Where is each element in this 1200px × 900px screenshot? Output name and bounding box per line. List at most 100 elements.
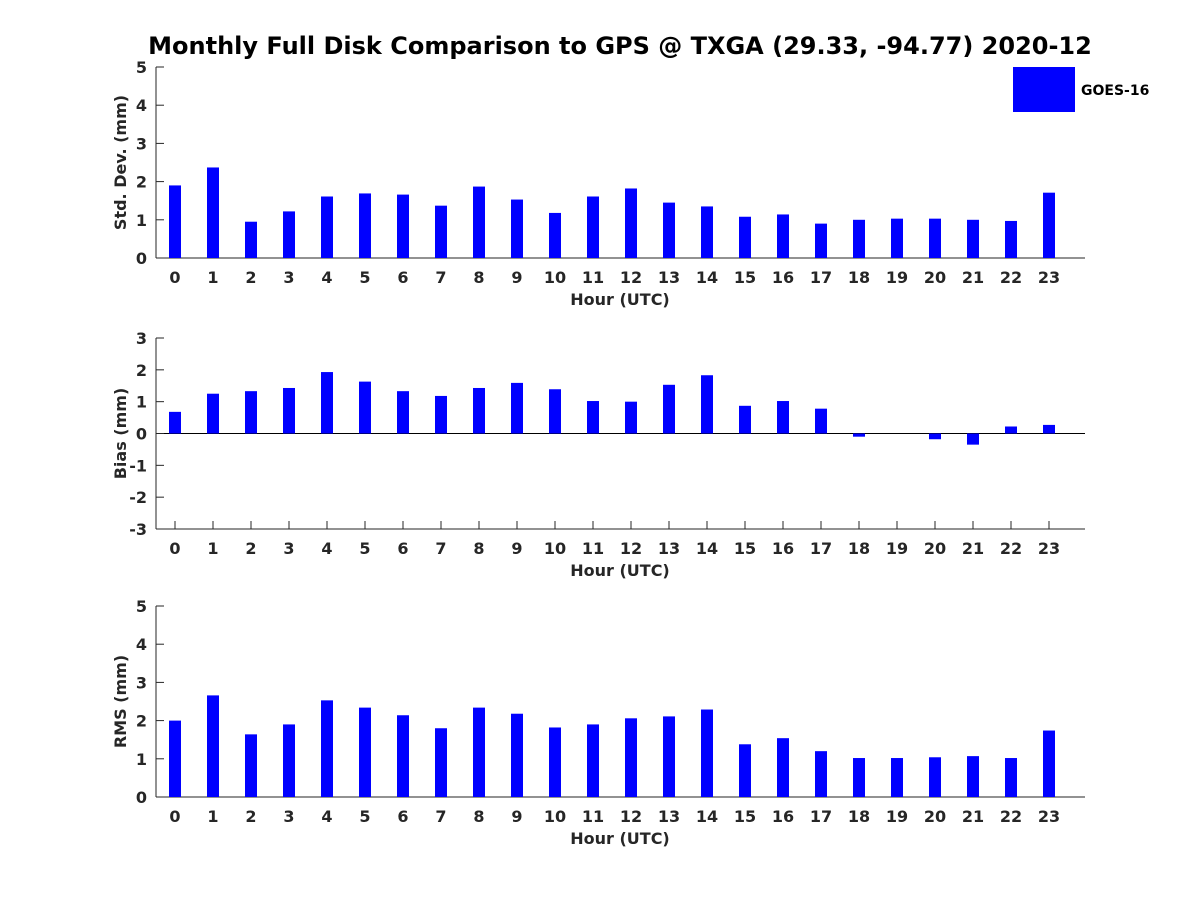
std-dev-x-tick-label: 13 [658,268,680,287]
rms-bar-hour-22 [1005,758,1017,797]
std-dev-x-tick-label: 16 [772,268,794,287]
rms-bar-hour-8 [473,707,485,797]
rms-x-tick-label: 23 [1038,807,1060,826]
std-dev-bar-hour-11 [587,196,599,258]
std-dev-bar-hour-12 [625,188,637,258]
rms-bar-hour-23 [1043,730,1055,797]
rms-bar-hour-18 [853,758,865,797]
bias-bar-hour-23 [1043,424,1055,434]
std-dev-bar-hour-23 [1043,192,1055,258]
std-dev-x-tick-label: 3 [283,268,294,287]
std-dev-bar-hour-2 [245,221,257,258]
rms-x-tick-label: 19 [886,807,908,826]
rms-bar-hour-13 [663,716,675,797]
rms-x-tick-label: 18 [848,807,870,826]
std-dev-bar-hour-15 [739,216,751,258]
rms-bar-hour-0 [169,720,181,797]
std-dev-x-tick-label: 7 [435,268,446,287]
bias-x-tick-label: 23 [1038,539,1060,558]
std-dev-x-tick-label: 2 [245,268,256,287]
bias-bar-hour-17 [815,408,827,434]
rms-x-tick-label: 0 [169,807,180,826]
bias-x-tick-label: 4 [321,539,332,558]
rms-x-tick-label: 11 [582,807,604,826]
std-dev-x-tick-label: 17 [810,268,832,287]
bias-x-tick-label: 8 [473,539,484,558]
std-dev-x-tick-label: 22 [1000,268,1022,287]
std-dev-bar-hour-19 [891,218,903,258]
rms-x-tick-label: 7 [435,807,446,826]
std-dev-x-tick-label: 0 [169,268,180,287]
rms-x-tick-label: 5 [359,807,370,826]
bias-y-tick-label: 1 [136,393,147,412]
bias-x-tick-label: 17 [810,539,832,558]
bias-bar-hour-16 [777,401,789,434]
std-dev-x-tick-label: 20 [924,268,946,287]
rms-bar-hour-10 [549,727,561,797]
bias-bar-hour-13 [663,384,675,434]
std-dev-bar-hour-5 [359,193,371,258]
rms-x-tick-label: 20 [924,807,946,826]
bias-y-tick-label: 2 [136,361,147,380]
std-dev-bar-hour-17 [815,223,827,258]
bias-x-tick-label: 3 [283,539,294,558]
bias-x-tick-label: 15 [734,539,756,558]
rms-bar-hour-19 [891,758,903,797]
rms-y-tick-label: 1 [136,750,147,769]
bias-bar-hour-0 [169,411,181,434]
rms-x-tick-label: 9 [511,807,522,826]
bias-x-tick-label: 21 [962,539,984,558]
rms-bar-hour-14 [701,709,713,797]
std-dev-bar-hour-13 [663,202,675,258]
bias-y-tick-label: -3 [129,520,147,539]
rms-bar-hour-4 [321,700,333,797]
std-dev-y-tick-label: 0 [136,249,147,268]
rms-y-tick-label: 2 [136,712,147,731]
chart-title: Monthly Full Disk Comparison to GPS @ TX… [148,32,1092,60]
rms-bar-hour-20 [929,757,941,797]
bias-y-tick-label: 0 [136,425,147,444]
std-dev-bar-hour-1 [207,167,219,258]
std-dev-bar-hour-4 [321,196,333,258]
rms-bar-hour-11 [587,724,599,797]
bias-x-tick-label: 22 [1000,539,1022,558]
rms-x-tick-label: 2 [245,807,256,826]
bias-bar-hour-21 [967,433,979,445]
std-dev-x-tick-label: 9 [511,268,522,287]
bias-x-tick-label: 19 [886,539,908,558]
std-dev-bar-hour-6 [397,194,409,258]
rms-x-tick-label: 15 [734,807,756,826]
rms-y-tick-label: 0 [136,788,147,807]
bias-bar-hour-4 [321,372,333,434]
bias-x-tick-label: 6 [397,539,408,558]
rms-x-tick-label: 6 [397,807,408,826]
std-dev-x-tick-label: 12 [620,268,642,287]
legend-label: GOES-16 [1081,83,1149,99]
bias-x-tick-label: 0 [169,539,180,558]
std-dev-x-tick-label: 6 [397,268,408,287]
rms-y-tick-label: 3 [136,673,147,692]
bias-bar-hour-5 [359,381,371,434]
rms-bar-hour-15 [739,744,751,797]
bias-bar-hour-12 [625,401,637,434]
bias-y-axis-label: Bias (mm) [111,388,130,480]
std-dev-bar-hour-3 [283,211,295,258]
rms-bar-hour-6 [397,715,409,797]
legend-swatch [1013,67,1075,112]
std-dev-bar-hour-8 [473,186,485,258]
bias-bar-hour-22 [1005,426,1017,434]
bias-bar-hour-1 [207,393,219,434]
std-dev-x-tick-label: 10 [544,268,566,287]
bias-x-tick-label: 1 [207,539,218,558]
bias-bar-hour-7 [435,395,447,434]
std-dev-x-tick-label: 5 [359,268,370,287]
bias-y-tick-label: 3 [136,329,147,348]
rms-bar-hour-16 [777,738,789,797]
bias-x-axis-label: Hour (UTC) [570,561,670,580]
bias-bar-hour-14 [701,375,713,434]
rms-x-tick-label: 12 [620,807,642,826]
std-dev-x-tick-label: 19 [886,268,908,287]
